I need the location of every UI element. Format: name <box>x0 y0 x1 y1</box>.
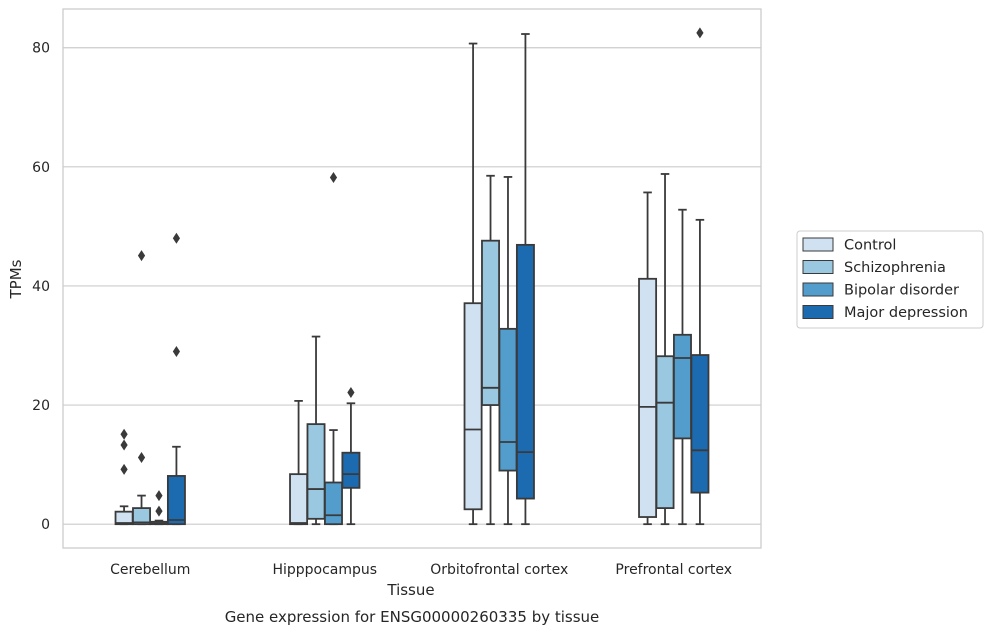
y-tick-label: 0 <box>41 517 50 533</box>
box-major-depression <box>341 387 361 526</box>
legend-label: Major depression <box>844 305 968 321</box>
box-control <box>638 191 658 526</box>
outlier-point <box>120 439 128 451</box>
box-schizophrenia <box>655 173 675 526</box>
y-tick-labels: 0 20 40 60 80 <box>32 41 50 533</box>
chart-caption: Gene expression for ENSG00000260335 by t… <box>225 608 600 626</box>
box-bipolar-disorder <box>673 208 692 526</box>
box-major-depression <box>515 33 535 526</box>
plot-frame <box>62 8 762 549</box>
box-iqr <box>166 475 186 526</box>
box-iqr <box>673 333 692 440</box>
box-schizophrenia <box>481 174 500 526</box>
outlier-point <box>137 250 146 262</box>
box-iqr <box>341 451 361 489</box>
box-iqr <box>324 481 343 526</box>
legend-label: Control <box>844 238 896 254</box>
legend-swatch <box>802 260 834 274</box>
box-schizophrenia <box>306 335 326 526</box>
y-tick-label: 20 <box>32 398 50 414</box>
legend-swatch <box>802 305 834 319</box>
outlier-point <box>172 345 181 357</box>
legend-swatch <box>802 282 834 297</box>
y-tick-label: 40 <box>32 279 50 295</box>
box-iqr <box>463 302 483 511</box>
legend-item: Bipolar disorder <box>802 282 959 299</box>
outlier-point <box>329 172 338 184</box>
x-tick-label: Prefrontal cortex <box>615 562 732 578</box>
box-iqr <box>132 507 151 526</box>
box-iqr <box>289 473 309 526</box>
box-bipolar-disorder <box>149 490 169 526</box>
box-schizophrenia <box>132 250 151 526</box>
legend: Control Schizophrenia Bipolar disorder Majo… <box>796 230 984 329</box>
box-major-depression <box>166 232 186 526</box>
box-bipolar-disorder <box>324 172 343 526</box>
outlier-point <box>155 490 163 502</box>
outlier-point <box>347 387 355 399</box>
y-tick-label: 60 <box>32 160 50 176</box>
y-tick-label: 80 <box>32 41 50 57</box>
box-control <box>114 428 134 526</box>
box-series <box>114 27 710 526</box>
x-tick-label: Cerebellum <box>110 562 190 578</box>
box-iqr <box>690 354 710 494</box>
x-tick-label: Hipppocampus <box>272 562 377 578</box>
x-tick-labels: Cerebellum Hipppocampus Orbitofrontal cort… <box>110 562 732 578</box>
legend-frame <box>796 230 984 329</box>
legend-swatch <box>802 237 834 252</box>
legend-item: Control <box>802 237 896 254</box>
x-axis-label: Tissue <box>386 581 434 599</box>
x-tick-label: Orbitofrontal cortex <box>430 562 568 578</box>
box-iqr <box>306 423 326 520</box>
box-iqr <box>481 239 500 406</box>
outlier-point <box>155 505 163 517</box>
outlier-point <box>120 428 128 440</box>
legend-label: Bipolar disorder <box>844 283 959 299</box>
legend-item: Schizophrenia <box>802 260 946 276</box>
box-iqr <box>515 243 535 500</box>
box-iqr <box>638 277 658 518</box>
outlier-point <box>696 27 704 39</box>
box-iqr <box>655 355 675 509</box>
outlier-point <box>120 463 128 475</box>
box-major-depression <box>690 27 710 526</box>
box-control <box>289 399 309 526</box>
box-bipolar-disorder <box>498 176 518 526</box>
legend-item: Major depression <box>802 305 968 321</box>
outlier-point <box>172 232 181 244</box>
legend-label: Schizophrenia <box>844 260 946 276</box>
box-control <box>463 42 483 526</box>
box-iqr <box>498 327 518 472</box>
y-axis-label: TPMs <box>7 259 25 299</box>
outlier-point <box>137 451 146 463</box>
